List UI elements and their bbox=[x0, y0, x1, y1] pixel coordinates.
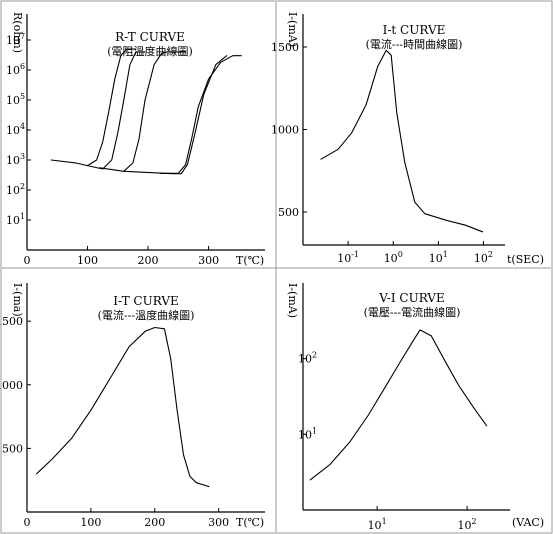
it-y-axis-label: I-(mA) bbox=[286, 12, 299, 47]
vi-y-tick-label: 101 bbox=[298, 426, 317, 441]
it-x-tick-label: 101 bbox=[429, 250, 448, 265]
iT-chart-panel: I-T CURVE (電流---溫度曲線圖) I-(ma) T(℃) 0 100 2… bbox=[0, 283, 265, 529]
it-chart-title: I-t CURVE bbox=[383, 23, 446, 37]
rt-series-line-3 bbox=[99, 51, 187, 172]
it-x-axis-label: t(SEC) bbox=[507, 253, 544, 266]
iT-chart-title: I-T CURVE bbox=[113, 294, 179, 308]
rt-chart-subtitle: (電阻溫度曲線圖) bbox=[107, 44, 193, 58]
rt-y-tick-label: 104 bbox=[6, 122, 25, 137]
iT-x-tick-label: 100 bbox=[80, 516, 101, 529]
rt-y-tick-label: 106 bbox=[6, 62, 25, 77]
rt-series-line-5 bbox=[159, 55, 242, 174]
vi-chart-subtitle: (電壓---電流曲線圖) bbox=[364, 305, 461, 319]
iT-y-tick-label: 1500 bbox=[0, 315, 23, 328]
rt-y-tick-label: 102 bbox=[6, 182, 25, 197]
iT-x-axis-label: T(℃) bbox=[236, 516, 264, 529]
rt-y-tick-label: 103 bbox=[6, 152, 25, 167]
rt-series-line-2 bbox=[86, 51, 146, 170]
iT-y-tick-label: 1000 bbox=[0, 379, 23, 392]
iT-y-axis-label: I-(ma) bbox=[11, 283, 24, 317]
iT-y-tick-label: 500 bbox=[2, 442, 23, 455]
rt-chart-panel: R-T CURVE (電阻溫度曲線圖) R(ohm) T(℃) 0 100 200 3… bbox=[6, 12, 265, 267]
rt-y-axis-label: R(ohm) bbox=[11, 12, 24, 53]
vi-chart-panel: V-I CURVE (電壓---電流曲線圖) I-(mA) (VAC) 101 1… bbox=[286, 283, 544, 532]
rt-y-tick-label: 105 bbox=[6, 92, 25, 107]
it-y-tick-label: 500 bbox=[278, 206, 299, 219]
rt-x-tick-label: 200 bbox=[138, 254, 159, 267]
iT-x-tick-label: 300 bbox=[208, 516, 229, 529]
it-chart-panel: I-t CURVE (電流---時間曲線圖) I-(mA) t(SEC) 10-… bbox=[271, 12, 544, 266]
rt-y-tick-label: 101 bbox=[6, 212, 25, 227]
rt-y-tick-label: 107 bbox=[6, 32, 25, 47]
rt-x-tick-label: 0 bbox=[24, 254, 31, 267]
vi-y-tick-label: 102 bbox=[298, 351, 317, 366]
iT-series-line-1 bbox=[36, 326, 210, 488]
it-y-tick-label: 1000 bbox=[271, 124, 299, 137]
vi-x-axis-label: (VAC) bbox=[512, 516, 544, 529]
vi-chart-title: V-I CURVE bbox=[378, 291, 445, 305]
rt-x-axis-label: T(℃) bbox=[236, 254, 264, 267]
it-chart-subtitle: (電流---時間曲線圖) bbox=[366, 37, 463, 51]
rt-chart-title: R-T CURVE bbox=[115, 30, 185, 44]
iT-x-tick-label: 200 bbox=[144, 516, 165, 529]
rt-series-line-1 bbox=[50, 48, 137, 167]
vi-x-tick-label: 102 bbox=[458, 517, 477, 532]
rt-x-tick-label: 100 bbox=[77, 254, 98, 267]
it-x-tick-label: 102 bbox=[474, 250, 493, 265]
iT-chart-subtitle: (電流---溫度曲線圖) bbox=[98, 308, 195, 322]
it-x-tick-label: 10-1 bbox=[337, 250, 359, 265]
it-y-tick-label: 1500 bbox=[271, 41, 299, 54]
vi-x-tick-label: 101 bbox=[368, 517, 387, 532]
vi-y-axis-label: I-(mA) bbox=[286, 283, 299, 318]
rt-x-tick-label: 300 bbox=[198, 254, 219, 267]
it-x-tick-label: 100 bbox=[384, 250, 403, 265]
vi-series-line-1 bbox=[309, 329, 488, 481]
it-series-line-1 bbox=[320, 49, 484, 233]
iT-x-tick-label: 0 bbox=[24, 516, 31, 529]
